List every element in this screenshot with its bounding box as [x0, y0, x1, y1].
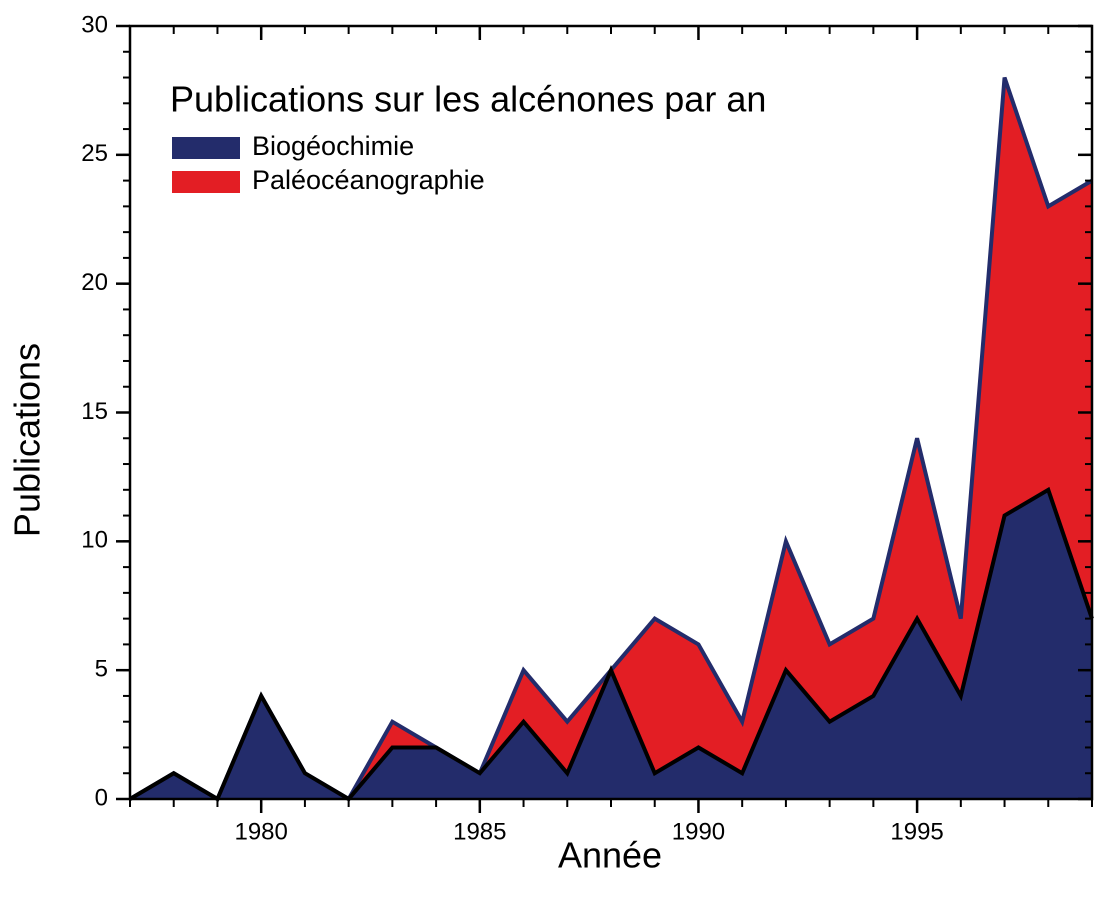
y-tick-label: 20 — [81, 269, 108, 296]
legend-label: Paléocéanographie — [252, 165, 485, 195]
y-tick-label: 0 — [95, 784, 108, 811]
legend-title: Publications sur les alcénones par an — [170, 79, 766, 120]
legend-swatch — [172, 137, 240, 159]
legend-swatch — [172, 171, 240, 193]
area-line — [128, 486, 1094, 802]
y-tick-label: 30 — [81, 11, 108, 38]
legend-label: Biogéochimie — [252, 131, 414, 161]
area — [130, 489, 1092, 799]
x-axis-title: Année — [558, 835, 662, 876]
y-tick-label: 15 — [81, 398, 108, 425]
x-tick-label: 1990 — [672, 818, 725, 845]
x-tick-label: 1980 — [234, 818, 287, 845]
x-tick-label: 1995 — [890, 818, 943, 845]
y-axis-title: Publications — [7, 343, 48, 537]
y-tick-label: 10 — [81, 527, 108, 554]
y-tick-label: 5 — [95, 656, 108, 683]
y-tick-label: 25 — [81, 140, 108, 167]
x-tick-label: 1985 — [453, 818, 506, 845]
